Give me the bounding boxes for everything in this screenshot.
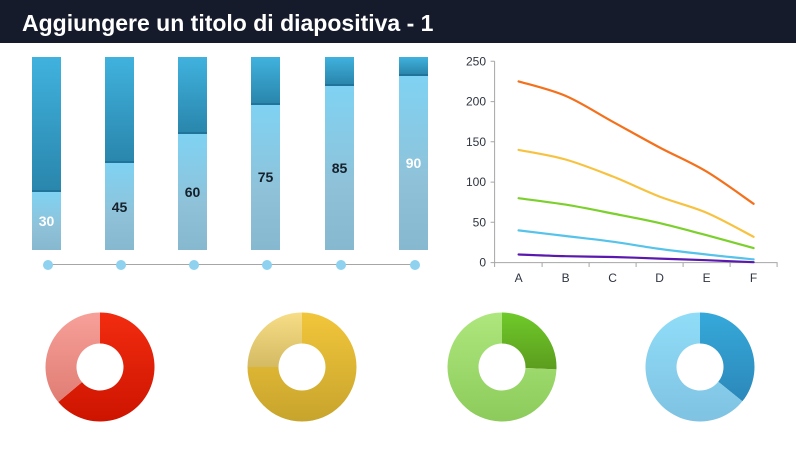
svg-text:A: A (515, 271, 523, 285)
svg-text:D: D (655, 271, 664, 285)
svg-text:F: F (750, 271, 757, 285)
svg-text:100: 100 (466, 175, 486, 189)
svg-text:0: 0 (479, 256, 486, 270)
svg-text:200: 200 (466, 95, 486, 109)
svg-text:B: B (562, 271, 570, 285)
svg-text:E: E (703, 271, 711, 285)
svg-text:C: C (608, 271, 617, 285)
svg-text:50: 50 (473, 215, 487, 229)
svg-text:150: 150 (466, 135, 486, 149)
svg-text:250: 250 (466, 54, 486, 68)
